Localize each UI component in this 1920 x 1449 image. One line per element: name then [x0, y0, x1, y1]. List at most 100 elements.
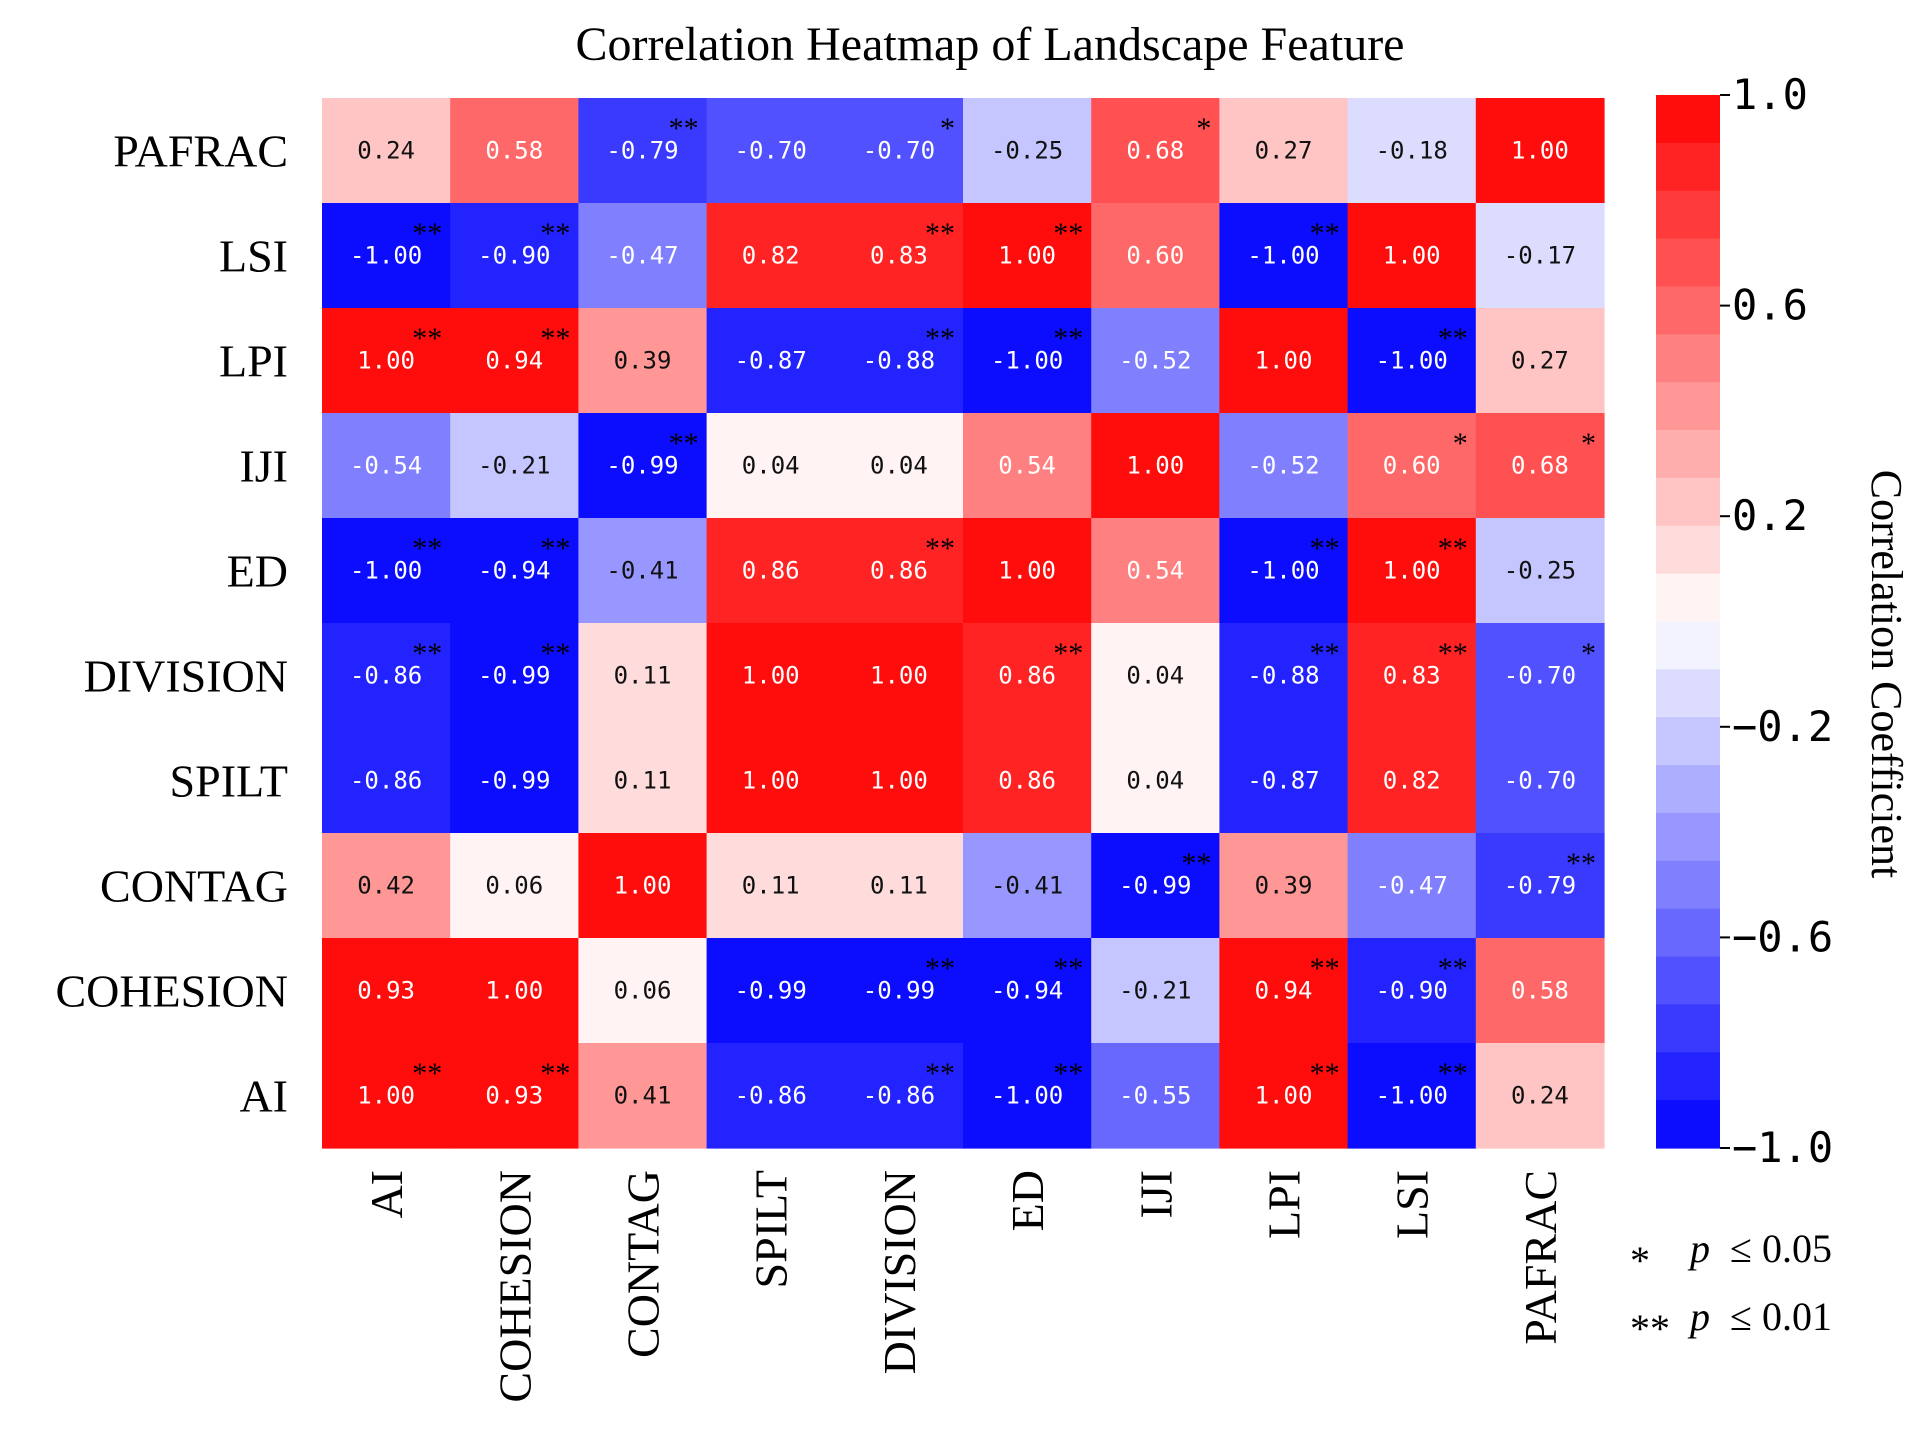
- heatmap-cell: [450, 833, 579, 939]
- significance-stars: **: [1053, 637, 1083, 670]
- colorbar-segment: [1656, 430, 1720, 479]
- cell-value-label: -0.70: [1504, 662, 1576, 690]
- heatmap-cell: [834, 203, 964, 309]
- row-label: ED: [227, 546, 288, 597]
- colorbar-segment: [1656, 477, 1720, 527]
- heatmap-cell: [1475, 518, 1605, 624]
- heatmap-cell: [1347, 833, 1477, 939]
- cell-value-label: 1.00: [870, 767, 928, 795]
- heatmap-cell: [706, 728, 836, 834]
- cell-value-label: -0.99: [863, 977, 935, 1005]
- colorbar-segment: [1656, 190, 1720, 240]
- cell-value-label: -0.79: [606, 137, 678, 165]
- colorbar-title: Correlation Coefficient: [1862, 470, 1911, 879]
- heatmap-cell: [706, 308, 836, 414]
- cell-value-label: 0.11: [614, 662, 672, 690]
- column-labels: AI COHESION CONTAG SPILT DIVISION ED IJI LPI LSI…: [361, 1170, 1566, 1403]
- significance-stars: **: [540, 217, 570, 250]
- colorbar-segment: [1656, 765, 1720, 814]
- heatmap-cell: [1347, 623, 1477, 729]
- heatmap-cell: [1475, 98, 1605, 204]
- heatmap-cell: [834, 518, 964, 624]
- cell-value-label: -0.86: [350, 767, 422, 795]
- heatmap-cell: [963, 833, 1092, 939]
- significance-stars: **: [412, 1057, 442, 1090]
- column-label: LPI: [1259, 1170, 1310, 1239]
- cell-value-label: -0.86: [735, 1082, 807, 1110]
- cell-value-label: 0.68: [1511, 452, 1569, 480]
- heatmap-cell: [450, 623, 579, 729]
- cell-value-label: 1.00: [1126, 452, 1184, 480]
- heatmap-cell: [578, 623, 708, 729]
- heatmap-cell: [1347, 938, 1477, 1044]
- significance-stars: **: [1310, 532, 1340, 565]
- cell-value-label: 0.06: [614, 977, 672, 1005]
- cell-value-label: 0.11: [870, 872, 928, 900]
- cell-value-label: -0.90: [1376, 977, 1448, 1005]
- cell-value-label: -0.99: [478, 662, 550, 690]
- colorbar-tick-label: 1.0: [1732, 70, 1808, 119]
- significance-stars: *: [1581, 637, 1596, 670]
- significance-stars: **: [412, 532, 442, 565]
- cell-value-label: -0.88: [863, 347, 935, 375]
- heatmap-cell: [1219, 203, 1349, 309]
- heatmap-cell: [834, 833, 964, 939]
- cell-value-label: -0.47: [606, 242, 678, 270]
- cell-value-label: -0.86: [863, 1082, 935, 1110]
- cell-value-label: 0.42: [357, 872, 415, 900]
- significance-stars: *: [1581, 427, 1596, 460]
- cell-value-label: 0.58: [1511, 977, 1569, 1005]
- heatmap-cell: [1091, 1043, 1220, 1149]
- heatmap-cell: [1475, 413, 1605, 519]
- cell-value-label: -0.21: [478, 452, 550, 480]
- heatmap-cell: [1219, 938, 1349, 1044]
- colorbar-segment: [1656, 669, 1720, 718]
- heatmap-cell: [322, 1043, 451, 1149]
- cell-value-label: 1.00: [1255, 347, 1313, 375]
- heatmap-cells: 0.24 0.58 -0.79**-0.70 -0.70*-0.25 0.68*0.27…: [322, 98, 1605, 1149]
- cell-value-label: 0.04: [1126, 767, 1184, 795]
- significance-stars: **: [1310, 637, 1340, 670]
- heatmap-cell: [1091, 728, 1220, 834]
- heatmap-cell: [1219, 728, 1349, 834]
- cell-value-label: 0.68: [1126, 137, 1184, 165]
- colorbar-segment: [1656, 286, 1720, 335]
- significance-stars: **: [1438, 952, 1468, 985]
- heatmap-cell: [963, 203, 1092, 309]
- colorbar-segment: [1656, 812, 1720, 862]
- heatmap-cell: [963, 413, 1092, 519]
- cell-value-label: -0.18: [1376, 137, 1448, 165]
- heatmap-cell: [450, 728, 579, 834]
- cell-value-label: -1.00: [991, 1082, 1063, 1110]
- cell-value-label: -1.00: [1376, 1082, 1448, 1110]
- cell-value-label: 0.11: [742, 872, 800, 900]
- colorbar-segment: [1656, 573, 1720, 623]
- significance-stars: **: [412, 322, 442, 355]
- colorbar-segment: [1656, 334, 1720, 383]
- heatmap-cell: [578, 203, 708, 309]
- cell-value-label: 0.39: [614, 347, 672, 375]
- heatmap-cell: [834, 623, 964, 729]
- heatmap-cell: [1091, 623, 1220, 729]
- heatmap-cell: [322, 98, 451, 204]
- row-label: IJI: [239, 441, 288, 492]
- significance-stars: *: [1453, 427, 1468, 460]
- column-label: PAFRAC: [1515, 1170, 1566, 1345]
- legend-stars: **: [1630, 1306, 1670, 1351]
- heatmap-cell: [1219, 413, 1349, 519]
- cell-value-label: 0.94: [485, 347, 543, 375]
- cell-value-label: -0.47: [1376, 872, 1448, 900]
- heatmap-cell: [578, 728, 708, 834]
- cell-value-label: 0.86: [870, 557, 928, 585]
- colorbar-tick-label: −0.2: [1732, 702, 1833, 751]
- heatmap-cell: [1091, 308, 1220, 414]
- heatmap-cell: [1347, 728, 1477, 834]
- colorbar-segment: [1656, 621, 1720, 670]
- significance-stars: **: [925, 322, 955, 355]
- heatmap-cell: [706, 518, 836, 624]
- heatmap-cell: [1091, 833, 1220, 939]
- cell-value-label: 0.93: [357, 977, 415, 1005]
- significance-stars: **: [1438, 532, 1468, 565]
- significance-stars: **: [1053, 322, 1083, 355]
